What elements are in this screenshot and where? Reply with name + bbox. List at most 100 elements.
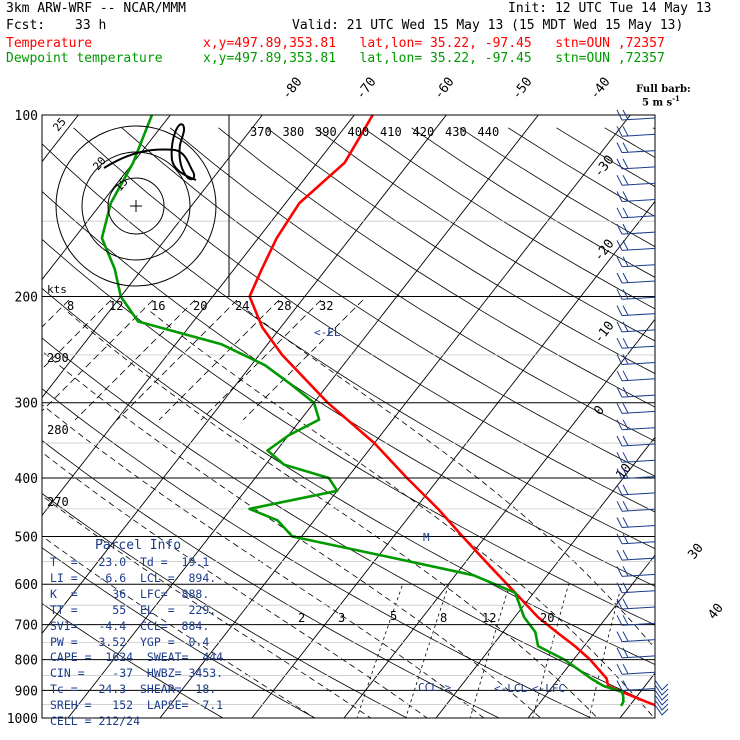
wind-barb	[616, 126, 656, 137]
theta-side-label: 270	[47, 495, 69, 509]
wind-barb	[616, 631, 656, 643]
parcel-info-row: Tc = 24.3 SHEAR= 18.	[50, 682, 217, 697]
ccl-annotation: CCL->	[418, 681, 451, 694]
isotherm-label: -70	[353, 75, 379, 103]
pressure-label: 700	[15, 619, 38, 634]
wind-barb	[616, 321, 656, 333]
wind-barb	[654, 704, 669, 716]
moist-adiabat	[42, 535, 316, 718]
wind-barb	[616, 174, 656, 186]
hodograph-speed-line	[42, 299, 70, 328]
plot-area	[42, 115, 655, 718]
hodograph-speed-line	[74, 299, 196, 421]
wind-barb	[616, 680, 656, 691]
dry-adiabat	[42, 440, 500, 718]
theta-label: 380	[283, 125, 305, 139]
isotherm-label: -30	[591, 153, 617, 181]
isotherm-line	[42, 115, 355, 517]
wind-barb	[616, 289, 656, 300]
theta-label: 440	[478, 125, 500, 139]
lcl-annotation: <-LCL	[494, 682, 527, 695]
hodograph-speed-label: 24	[235, 299, 249, 313]
isotherm-label: 30	[685, 541, 706, 563]
wind-barb	[616, 305, 656, 317]
mixing-ratio-line	[532, 584, 569, 718]
wind-barb	[616, 452, 656, 463]
theta-label: 400	[348, 125, 370, 139]
hodograph-speed-line	[42, 299, 112, 370]
dry-adiabat	[42, 337, 655, 706]
wind-barb	[654, 684, 669, 696]
wind-barb	[616, 419, 656, 431]
isotherm-label: -80	[279, 75, 305, 103]
pressure-label: 200	[15, 291, 38, 306]
isotherm-line	[435, 436, 655, 718]
el-annotation: <-EL	[314, 326, 341, 339]
wind-barb	[616, 370, 656, 382]
isotherm-line	[42, 115, 447, 635]
dry-adiabat	[266, 127, 655, 375]
mixing-ratio-label: 5	[390, 609, 397, 623]
hodograph-speed-label: 16	[151, 299, 165, 313]
temperature-location: x,y=497.89,353.81 lat,lon= 35.22, -97.45…	[203, 36, 665, 51]
theta-label: 370	[250, 125, 272, 139]
isotherm-label: -50	[509, 75, 535, 103]
hodograph-ring-label: 15	[112, 175, 130, 194]
wind-barb	[654, 694, 669, 706]
wind-barb	[616, 566, 656, 577]
pressure-label: 300	[15, 397, 38, 412]
parcel-info-row: PW = 3.52 YGP = 0.4	[50, 634, 210, 649]
wind-barb	[616, 386, 656, 398]
model-title: 3km ARW-WRF -- NCAR/MMM	[6, 1, 187, 16]
hodograph-ring	[107, 177, 165, 235]
hodograph-speed-line	[242, 299, 364, 421]
wind-barb	[616, 223, 656, 235]
wind-barb	[616, 484, 656, 496]
wind-barb	[616, 256, 656, 268]
wind-barb	[616, 337, 656, 349]
theta-label: 420	[413, 125, 435, 139]
pressure-label: 900	[15, 684, 38, 699]
wind-barb	[616, 191, 656, 202]
isotherm-line	[619, 672, 655, 718]
isotherm-line	[159, 115, 631, 718]
dry-adiabat	[42, 388, 592, 718]
parcel-info-row: CAPE = 1624 SWEAT= 444	[50, 650, 224, 665]
pressure-label: 1000	[7, 712, 38, 727]
wind-barb	[616, 468, 656, 480]
mixing-ratio-label: 2	[298, 611, 305, 625]
theta-side-label: 290	[47, 351, 69, 365]
wind-barb	[616, 272, 656, 284]
dry-adiabat	[411, 127, 655, 278]
moist-adiabat	[245, 308, 655, 650]
parcel-info-row: SVI= -4.4 CCL= 884.	[50, 618, 210, 633]
barb-legend-line2: 5 m s-1	[642, 94, 680, 109]
mixing-ratio-label: 12	[482, 611, 496, 625]
wind-barb	[616, 582, 656, 594]
parcel-info-row: LI = -6.6 LCL = 894.	[50, 570, 217, 585]
dry-adiabat	[42, 492, 408, 718]
moist-adiabat	[42, 404, 485, 718]
isotherm-label: 40	[705, 601, 726, 623]
wind-barb	[616, 403, 656, 414]
dewpoint-location: x,y=497.89,353.81 lat,lon= 35.22, -97.45…	[203, 51, 665, 66]
parcel-info-row: CELL = 212/24	[50, 714, 141, 728]
pressure-label: 600	[15, 578, 38, 593]
hodograph-speed-label: 8	[67, 299, 74, 313]
parcel-info-panel: Parcel Info T = 23.0 Td = 19.1 LI = -6.6 …	[46, 538, 230, 728]
dry-adiabat	[459, 127, 655, 248]
forecast-label: Fcst:	[6, 18, 46, 33]
mixing-ratio-label: 8	[440, 611, 447, 625]
dry-adiabat	[652, 127, 655, 130]
hodograph-ring	[55, 125, 217, 287]
isotherm-label: -10	[591, 319, 617, 347]
wind-barb	[616, 549, 656, 561]
mixing-ratio-label: 3	[338, 611, 345, 625]
mixing-ratio-line	[405, 584, 450, 718]
m-annotation: M	[423, 531, 430, 544]
moist-adiabat	[42, 451, 428, 718]
wind-barb	[616, 142, 656, 154]
wind-barb	[616, 435, 656, 447]
parcel-info-row: K = 36 LFC= 888.	[50, 586, 210, 601]
